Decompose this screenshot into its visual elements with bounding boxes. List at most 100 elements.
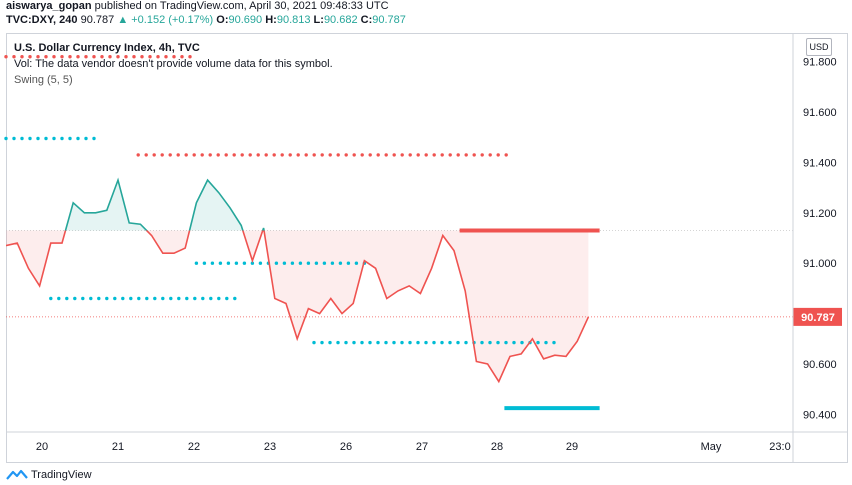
- swing-level-dot: [176, 153, 180, 157]
- swing-level-dot: [464, 153, 468, 157]
- open-value: 90.690: [228, 14, 263, 26]
- swing-level-dot: [184, 153, 188, 157]
- swing-level-dot: [328, 153, 332, 157]
- swing-level-dot: [544, 340, 548, 345]
- chart-frame[interactable]: [6, 33, 848, 463]
- publish-info: aiswarya_gopan published on TradingView.…: [6, 0, 389, 13]
- y-tick-label: 90.600: [803, 359, 837, 371]
- swing-level-dot: [20, 136, 24, 141]
- swing-level-dot: [234, 261, 239, 265]
- swing-level-dot: [108, 55, 112, 59]
- swing-level-dot: [65, 296, 69, 301]
- last-price-badge: [793, 307, 842, 326]
- swing-level-dot: [92, 136, 96, 141]
- swing-level-dot: [376, 153, 380, 157]
- swing-level-dot: [116, 55, 120, 59]
- swing-level-dot: [392, 340, 396, 345]
- swing-level-dot: [304, 153, 308, 157]
- volume-notice: Vol: The data vendor doesn't provide vol…: [14, 58, 333, 70]
- low-value: 90.682: [323, 14, 358, 26]
- swing-level-dot: [60, 55, 64, 59]
- swing-level-dot: [456, 153, 460, 157]
- x-tick-label: 20: [36, 441, 48, 453]
- swing-level-dot: [28, 136, 32, 141]
- swing-level-dot: [136, 153, 140, 157]
- symbol-ohlc-bar: TVC:DXY, 240 90.787 ▲ +0.152 (+0.17%) O:…: [6, 13, 406, 27]
- currency-button[interactable]: USD: [806, 38, 832, 56]
- swing-level-dot: [44, 55, 48, 59]
- publish-text: published on TradingView.com, April 30, …: [91, 0, 389, 12]
- swing-level-dot: [328, 340, 332, 345]
- swing-level-dot: [320, 340, 324, 345]
- swing-level-dot: [12, 136, 16, 141]
- swing-level-dot: [193, 296, 197, 301]
- swing-level-dot: [264, 153, 268, 157]
- swing-level-dot: [225, 296, 229, 301]
- author-name[interactable]: aiswarya_gopan: [6, 0, 92, 12]
- y-tick-label: 91.400: [803, 157, 837, 169]
- swing-level-dot: [368, 153, 372, 157]
- close-label: C:: [360, 14, 373, 26]
- x-tick-label: 28: [491, 441, 503, 453]
- y-tick-label: 91.000: [803, 258, 837, 270]
- area-fills: [6, 180, 589, 382]
- swing-level-dot: [144, 153, 148, 157]
- swing-level-dot: [68, 55, 72, 59]
- swing-level-dot: [97, 296, 101, 301]
- last-price-label: 90.787: [801, 312, 835, 324]
- footer-brand[interactable]: TradingView: [6, 467, 92, 483]
- high-label: H:: [265, 14, 277, 26]
- swing-level-dot: [180, 55, 184, 59]
- swing-level-dot: [132, 55, 136, 59]
- swing-level-dot: [152, 153, 156, 157]
- swing-level-dot: [536, 340, 540, 345]
- x-tick-label: 23: [264, 441, 276, 453]
- swing-level-dot: [306, 261, 311, 265]
- swing-level-dot: [208, 153, 212, 157]
- swing-level-dot: [274, 261, 279, 265]
- swing-level-dot: [330, 261, 335, 265]
- x-tick-label: 23:0: [769, 441, 790, 453]
- price-line-group: 90.787: [6, 177, 842, 384]
- swing-level-dot: [12, 55, 16, 59]
- y-tick-label: 91.800: [803, 57, 837, 69]
- swing-level-dot: [432, 340, 436, 345]
- swing-level-dot: [4, 136, 8, 141]
- swing-level-dot: [20, 55, 24, 59]
- swing-level-dot: [496, 340, 500, 345]
- swing-level-dot: [354, 261, 359, 265]
- swing-level-dot: [148, 55, 152, 59]
- swing-level-dot: [129, 296, 133, 301]
- swing-level-dot: [520, 340, 524, 345]
- swing-level-dot: [113, 296, 117, 301]
- swing-level-dot: [344, 340, 348, 345]
- swing-level-dot: [76, 136, 80, 141]
- x-tick-label: 29: [566, 441, 578, 453]
- price-change: ▲ +0.152 (+0.17%): [117, 14, 214, 26]
- swing-level-dot: [169, 296, 173, 301]
- last-price: 90.787: [80, 14, 115, 26]
- chart-title: U.S. Dollar Currency Index, 4h, TVC: [14, 42, 200, 54]
- swing-indicator-label[interactable]: Swing (5, 5): [14, 74, 73, 86]
- price-line-up: [64, 177, 265, 231]
- swing-level-dot: [52, 136, 56, 141]
- x-tick-label: 27: [416, 441, 428, 453]
- axes: 91.800 91.600 91.400 91.200 91.000 90.600 90.4…: [6, 34, 848, 462]
- swing-level-dot: [172, 55, 176, 59]
- swing-level-dot: [504, 153, 508, 157]
- x-tick-label: 26: [340, 441, 352, 453]
- swing-level-dot: [4, 55, 8, 59]
- y-tick-label: 91.200: [803, 208, 837, 220]
- swing-level-dot: [320, 153, 324, 157]
- swing-level-dot: [124, 55, 128, 59]
- low-label: L:: [313, 14, 324, 26]
- swing-level-dot: [177, 296, 181, 301]
- swing-level-dot: [185, 296, 189, 301]
- swing-level-dot: [76, 55, 80, 59]
- swing-level-dot: [140, 55, 144, 59]
- swing-level-dot: [168, 153, 172, 157]
- swing-level-dot: [201, 296, 205, 301]
- swing-level-dot: [504, 340, 508, 345]
- swing-level-dot: [322, 261, 327, 265]
